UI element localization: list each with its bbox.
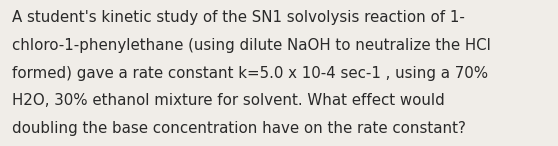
- Text: doubling the base concentration have on the rate constant?: doubling the base concentration have on …: [12, 121, 466, 136]
- Text: H2O, 30% ethanol mixture for solvent. What effect would: H2O, 30% ethanol mixture for solvent. Wh…: [12, 93, 445, 108]
- Text: A student's kinetic study of the SN1 solvolysis reaction of 1-: A student's kinetic study of the SN1 sol…: [12, 10, 465, 25]
- Text: chloro-1-phenylethane (using dilute NaOH to neutralize the HCl: chloro-1-phenylethane (using dilute NaOH…: [12, 38, 491, 53]
- Text: formed) gave a rate constant k=5.0 x 10-4 sec-1 , using a 70%: formed) gave a rate constant k=5.0 x 10-…: [12, 66, 488, 81]
